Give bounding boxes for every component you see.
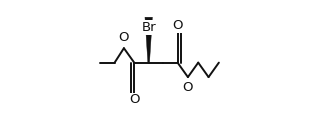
- Text: O: O: [129, 93, 140, 106]
- Text: O: O: [183, 81, 193, 94]
- Text: O: O: [119, 31, 129, 44]
- Polygon shape: [145, 17, 152, 63]
- Text: O: O: [172, 19, 183, 32]
- Text: Br: Br: [142, 21, 156, 34]
